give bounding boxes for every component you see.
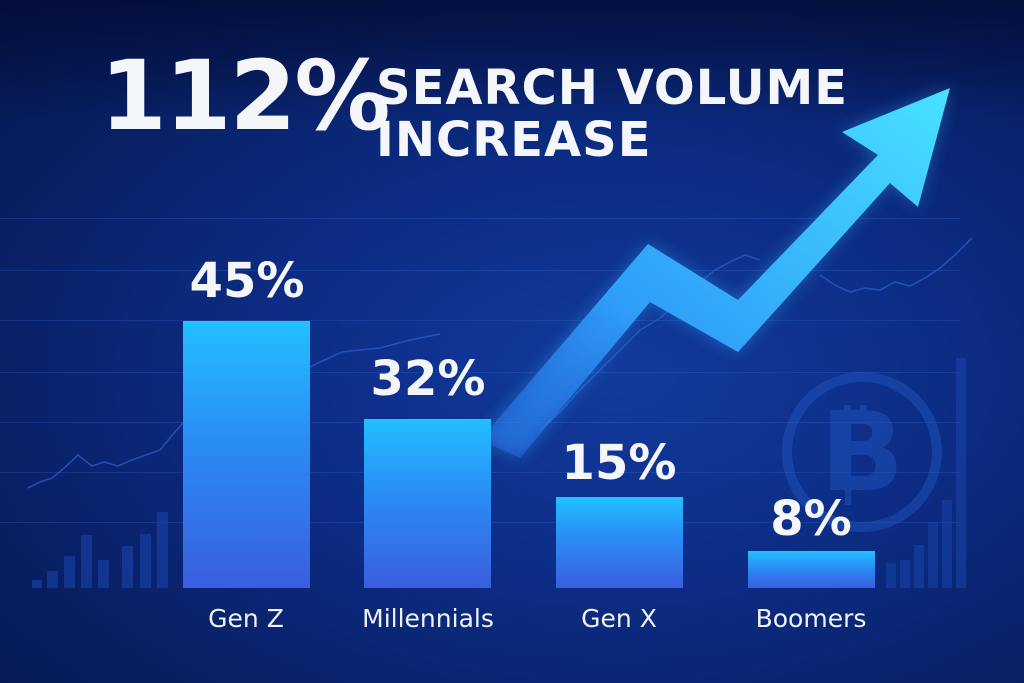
bar-gen-x [556,497,683,588]
headline-subtitle: SEARCH VOLUME INCREASE [376,62,848,166]
bar-value-label: 45% [189,253,305,309]
gridline [0,218,960,219]
category-label: Gen Z [208,604,284,633]
bar-value-label: 8% [770,491,852,547]
bar-gen-z [183,321,310,588]
upward-trend-arrow [480,88,950,458]
headline-line-2: INCREASE [376,112,652,168]
bitcoin-icon: B [782,372,942,532]
category-label: Millennials [362,604,494,633]
category-label: Boomers [755,604,867,633]
faint-line-chart [27,237,973,489]
faint-bar-cluster-left [32,512,168,588]
gridline [0,372,960,373]
svg-text:B: B [820,388,904,516]
headline-line-1: SEARCH VOLUME [376,60,849,116]
faint-bar-cluster-right [886,358,966,588]
headline-big-number: 112% [100,40,391,152]
gridline [0,320,960,321]
bar-value-label: 32% [370,351,486,407]
category-label: Gen X [581,604,657,633]
bar-value-label: 15% [561,435,677,491]
bar-boomers [748,551,875,588]
gridline [0,270,960,271]
bar-millennials [364,419,491,588]
